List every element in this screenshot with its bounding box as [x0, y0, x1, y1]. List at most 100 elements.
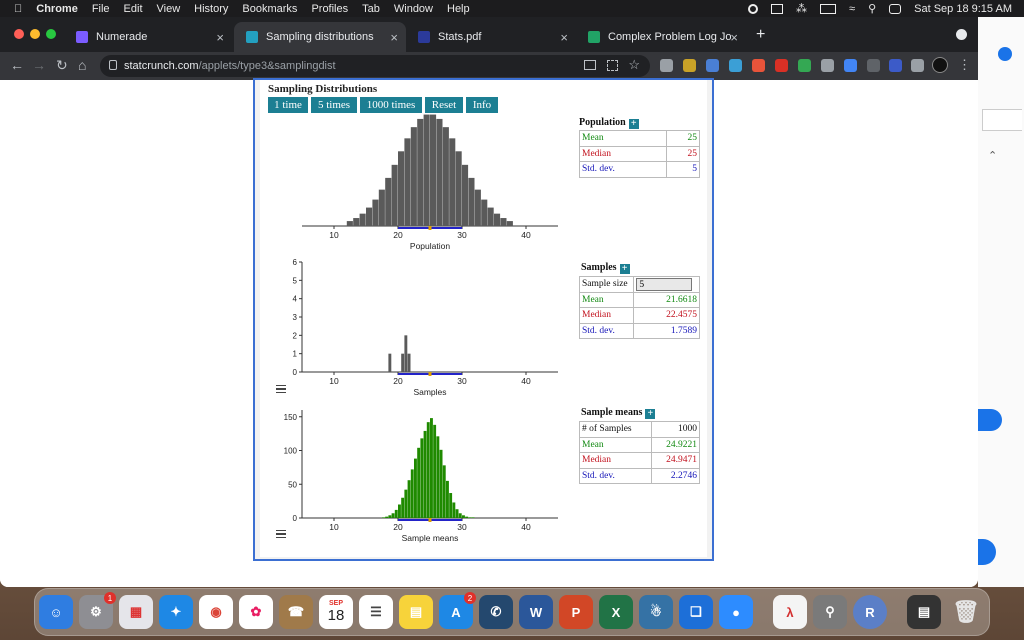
menu-edit[interactable]: Edit	[115, 2, 143, 15]
display-icon[interactable]	[771, 3, 784, 14]
expand-plus-icon[interactable]: +	[645, 409, 656, 419]
extension-icon[interactable]	[844, 59, 857, 72]
photos-icon[interactable]: ✿	[239, 595, 273, 629]
system-preferences-icon[interactable]: ⚙ 1	[79, 592, 116, 629]
tab-numerade[interactable]: Numerade ×	[64, 22, 232, 52]
launchpad-icon[interactable]: ▦	[119, 595, 153, 629]
puzzle-icon[interactable]	[911, 59, 924, 72]
side-blue-button[interactable]	[978, 539, 996, 565]
powerpoint-icon[interactable]: P	[559, 595, 593, 629]
menu-tab[interactable]: Tab	[353, 2, 380, 15]
tab-complex-problem-log[interactable]: Complex Problem Log Jon Sou ×	[576, 22, 746, 52]
extension-icon[interactable]	[889, 59, 902, 72]
run-5-times-button[interactable]: 5 times	[311, 97, 357, 113]
tab-search-icon[interactable]	[956, 29, 967, 40]
samples-sd-value: 1.7589	[633, 322, 700, 339]
side-blue-button[interactable]	[978, 409, 1002, 431]
extension-icon[interactable]	[683, 59, 696, 72]
expand-plus-icon[interactable]: +	[619, 264, 630, 274]
run-1-time-button[interactable]: 1 time	[268, 97, 308, 113]
close-tab-icon[interactable]: ×	[730, 30, 738, 45]
trash-icon[interactable]: 🗑	[952, 599, 980, 624]
info-button[interactable]: Info	[466, 97, 498, 113]
extension-icon[interactable]	[867, 59, 880, 72]
qr-code-icon[interactable]	[607, 60, 618, 71]
back-icon[interactable]: ←	[10, 57, 24, 73]
screen-sharing-icon[interactable]: ❏	[679, 595, 713, 629]
samples-stats-title: Samples +	[581, 262, 630, 274]
extension-icon[interactable]	[798, 59, 811, 72]
close-tab-icon[interactable]: ×	[560, 30, 568, 45]
extension-icon[interactable]	[706, 59, 719, 72]
menu-file[interactable]: File	[83, 2, 110, 15]
menu-profiles[interactable]: Profiles	[303, 2, 348, 15]
close-tab-icon[interactable]: ×	[390, 30, 398, 45]
bar	[455, 151, 462, 226]
menu-window[interactable]: Window	[385, 2, 433, 15]
extension-icon[interactable]	[775, 59, 788, 72]
close-tab-icon[interactable]: ×	[216, 30, 224, 45]
phone-app-icon[interactable]: ✆	[479, 595, 513, 629]
tab-stats-pdf[interactable]: Stats.pdf ×	[406, 22, 576, 52]
samples-menu-icon[interactable]	[276, 385, 286, 393]
bar	[471, 517, 475, 518]
zoom-icon[interactable]: ●	[719, 595, 753, 629]
extension-icon[interactable]	[660, 59, 673, 72]
bookmark-star-icon[interactable]: ☆	[628, 57, 640, 72]
record-icon[interactable]	[748, 3, 759, 14]
sample-means-menu-icon[interactable]	[276, 530, 286, 538]
new-tab-icon[interactable]: +	[756, 26, 766, 43]
menu-help[interactable]: Help	[438, 2, 470, 15]
sample-size-input[interactable]: 5	[636, 277, 693, 291]
reminders-icon[interactable]: ☰	[359, 595, 393, 629]
notes-icon[interactable]: ▤	[399, 595, 433, 629]
chrome-icon[interactable]: ◉	[199, 595, 233, 629]
safari-icon[interactable]: ✦	[159, 595, 193, 629]
calendar-icon[interactable]: SEP 18	[319, 595, 353, 629]
address-bar[interactable]: statcrunch.com/applets/type3&samplingdis…	[100, 55, 650, 77]
finder-icon[interactable]: ☺	[39, 595, 73, 629]
preview-icon[interactable]: ⚲	[813, 595, 847, 629]
control-center-icon[interactable]	[889, 3, 902, 14]
menu-view[interactable]: View	[148, 2, 181, 15]
spotlight-icon[interactable]: ⚲	[868, 3, 877, 15]
side-field[interactable]	[982, 109, 1022, 131]
minimize-window-icon[interactable]	[30, 29, 40, 39]
expand-plus-icon[interactable]: +	[628, 119, 639, 129]
stat-label: Median	[578, 452, 653, 469]
profile-avatar[interactable]	[932, 57, 948, 73]
clock[interactable]: Sat Sep 18 9:15 AM	[914, 2, 1012, 15]
python-icon[interactable]: ☃	[639, 595, 673, 629]
menu-kebab-icon[interactable]: ⋮	[958, 57, 971, 72]
word-icon[interactable]: W	[519, 595, 553, 629]
extension-icon[interactable]	[752, 59, 765, 72]
wifi-icon[interactable]: ≈	[849, 2, 856, 15]
x-tick-label: 30	[457, 376, 467, 386]
r-icon[interactable]: R	[853, 595, 887, 629]
excel-icon[interactable]: X	[599, 595, 633, 629]
bluetooth-icon[interactable]: ⁂	[796, 3, 808, 15]
extension-icon[interactable]	[821, 59, 834, 72]
contacts-icon[interactable]: ☎	[279, 595, 313, 629]
battery-icon[interactable]	[820, 3, 837, 14]
x-tick-label: 40	[521, 376, 531, 386]
forward-icon[interactable]: →	[32, 57, 46, 73]
tab-sampling-distributions[interactable]: Sampling distributions ×	[234, 22, 406, 52]
home-icon[interactable]: ⌂	[78, 57, 87, 73]
close-window-icon[interactable]	[14, 29, 24, 39]
apple-icon[interactable]: 	[14, 3, 22, 15]
run-1000-times-button[interactable]: 1000 times	[360, 97, 422, 113]
zoom-window-icon[interactable]	[46, 29, 56, 39]
acrobat-icon[interactable]: λ	[773, 595, 807, 629]
bar	[462, 515, 465, 518]
menu-app-name[interactable]: Chrome	[28, 2, 78, 15]
cast-icon[interactable]	[584, 60, 596, 70]
extension-icon[interactable]	[729, 59, 742, 72]
menu-bookmarks[interactable]: Bookmarks	[234, 2, 297, 15]
menu-history[interactable]: History	[185, 2, 228, 15]
reset-button[interactable]: Reset	[425, 97, 463, 113]
chevron-up-icon[interactable]: ⌃	[988, 150, 998, 162]
reload-icon[interactable]: ↻	[56, 57, 68, 73]
window-icon[interactable]: ▤	[907, 595, 941, 629]
